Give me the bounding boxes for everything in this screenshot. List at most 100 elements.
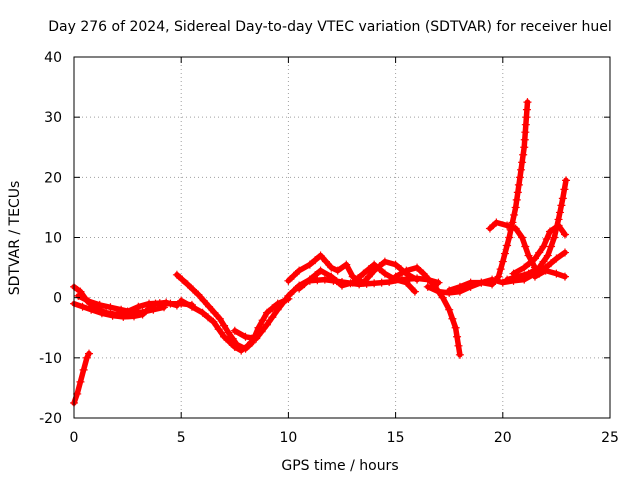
- data-point-marker: [547, 242, 556, 251]
- x-tick-label: 25: [601, 430, 619, 446]
- data-point-marker: [560, 272, 569, 281]
- data-point-marker: [284, 291, 293, 300]
- data-point-marker: [204, 313, 212, 322]
- data-point-marker: [284, 276, 293, 285]
- data-point-marker: [445, 305, 454, 314]
- data-point-marker: [172, 270, 181, 279]
- data-point-marker: [230, 343, 239, 352]
- chart-title: Day 276 of 2024, Sidereal Day-to-day VTE…: [48, 19, 611, 35]
- data-point-marker: [362, 279, 371, 288]
- data-point-marker: [370, 279, 379, 288]
- data-point-marker: [413, 263, 422, 272]
- y-tick-label: 40: [44, 50, 62, 66]
- data-point-marker: [498, 257, 507, 266]
- data-point-marker: [494, 272, 503, 281]
- y-tick-label: 30: [44, 110, 62, 126]
- data-point-marker: [405, 275, 414, 284]
- data-point-marker: [557, 201, 566, 210]
- data-point-marker: [521, 120, 530, 129]
- data-point-marker: [522, 113, 531, 122]
- data-point-marker: [423, 282, 432, 291]
- data-point-marker: [511, 203, 520, 212]
- data-point-marker: [424, 275, 433, 284]
- data-point-marker: [210, 308, 219, 317]
- data-point-marker: [398, 275, 407, 284]
- data-point-marker: [346, 279, 355, 288]
- data-point-marker: [514, 180, 523, 189]
- data-point-marker: [541, 266, 550, 275]
- y-tick-label: 20: [44, 170, 62, 186]
- data-point-marker: [237, 346, 246, 355]
- data-point-marker: [554, 221, 563, 230]
- x-tick-label: 20: [494, 430, 512, 446]
- data-point-marker: [451, 323, 460, 332]
- data-point-marker: [485, 224, 494, 233]
- satellite-track-4: [74, 291, 169, 317]
- data-point-marker: [102, 308, 111, 317]
- data-point-marker: [205, 302, 214, 311]
- satellite-track-1: [70, 349, 94, 407]
- data-point-marker: [333, 266, 342, 275]
- satellite-track-10: [305, 274, 443, 289]
- data-point-marker: [455, 282, 464, 291]
- data-point-marker: [380, 269, 389, 278]
- x-tick-label: 15: [387, 430, 405, 446]
- data-point-marker: [82, 353, 91, 362]
- data-point-marker: [539, 242, 548, 251]
- x-tick-label: 5: [177, 430, 186, 446]
- data-point-marker: [520, 143, 529, 152]
- data-point-marker: [510, 210, 519, 219]
- data-point-marker: [268, 313, 277, 322]
- data-point-marker: [535, 263, 544, 272]
- data-point-marker: [321, 257, 330, 266]
- data-point-marker: [305, 276, 314, 285]
- data-point-marker: [316, 251, 325, 260]
- data-point-marker: [454, 341, 463, 350]
- data-point-marker: [547, 259, 556, 268]
- data-point-marker: [445, 286, 454, 295]
- data-point-marker: [305, 260, 314, 269]
- data-point-marker: [503, 275, 512, 284]
- data-point-marker: [558, 194, 567, 203]
- data-point-marker: [215, 314, 224, 323]
- data-point-marker: [385, 278, 394, 287]
- y-tick-label: -20: [39, 411, 62, 427]
- data-point-marker: [542, 235, 551, 244]
- data-point-marker: [513, 188, 522, 197]
- data-point-marker: [520, 135, 529, 144]
- data-point-marker: [241, 332, 250, 341]
- data-point-marker: [224, 328, 233, 337]
- data-point-marker: [359, 269, 368, 278]
- data-point-marker: [380, 257, 389, 266]
- data-point-marker: [85, 297, 94, 306]
- data-point-marker: [295, 284, 304, 293]
- data-point-marker: [316, 266, 325, 275]
- data-point-marker: [85, 349, 94, 358]
- data-series-layer: [70, 98, 571, 407]
- y-tick-label: 0: [53, 291, 62, 307]
- data-point-marker: [524, 269, 533, 278]
- data-point-marker: [498, 278, 507, 287]
- data-point-marker: [410, 287, 419, 296]
- data-point-marker: [530, 254, 539, 263]
- data-point-marker: [543, 251, 552, 260]
- data-point-marker: [500, 249, 509, 258]
- data-point-marker: [354, 274, 363, 283]
- data-point-marker: [448, 314, 457, 323]
- series-trace: [487, 219, 542, 277]
- data-point-marker: [194, 290, 203, 299]
- data-point-marker: [552, 254, 561, 263]
- data-point-marker: [522, 105, 531, 114]
- data-point-marker: [438, 293, 447, 302]
- data-point-marker: [79, 365, 88, 374]
- data-point-marker: [488, 280, 497, 289]
- grid-layer: [74, 57, 610, 418]
- data-point-marker: [434, 278, 443, 287]
- data-point-marker: [78, 302, 87, 311]
- data-point-marker: [525, 259, 534, 268]
- data-point-marker: [505, 233, 514, 242]
- series-trace: [532, 267, 568, 280]
- data-point-marker: [166, 299, 175, 308]
- data-point-marker: [178, 275, 187, 284]
